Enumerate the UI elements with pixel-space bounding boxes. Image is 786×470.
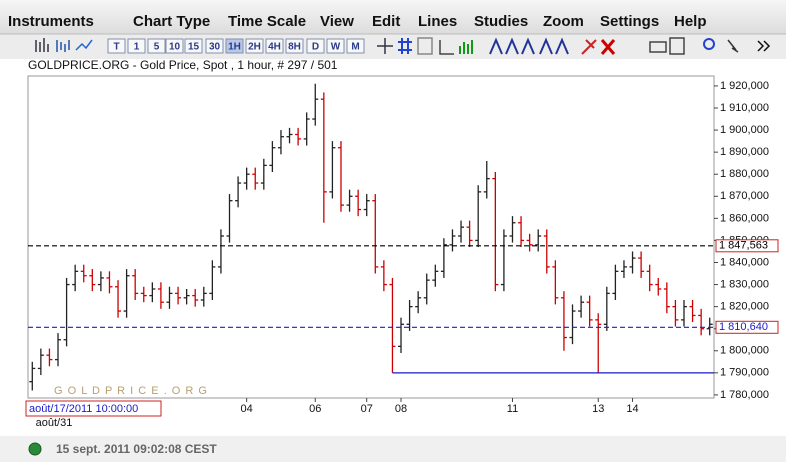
y-tick-label: 1 830,000 — [720, 278, 769, 290]
cursor-box — [25, 400, 162, 417]
x-tick-label: 07 — [361, 403, 373, 415]
y-tick-label: 1 790,000 — [720, 367, 769, 379]
icon-pointer[interactable] — [727, 39, 739, 53]
icon-candles[interactable] — [56, 40, 70, 52]
toolbar-icons — [35, 37, 771, 55]
y-tick-label: 1 800,000 — [720, 345, 769, 357]
chart-title: GOLDPRICE.ORG - Gold Price, Spot , 1 hou… — [28, 58, 338, 72]
timeframe-label[interactable]: 2H — [248, 42, 261, 53]
plot-area — [27, 75, 715, 399]
level-label: 1 847,563 — [719, 240, 768, 252]
timeframe-label[interactable]: T — [113, 42, 119, 53]
icon-print[interactable] — [649, 41, 667, 53]
timeframe-button[interactable] — [225, 38, 244, 54]
x-tick-label: 06 — [309, 403, 321, 415]
timeframe-button[interactable] — [285, 38, 304, 54]
timeframe-label[interactable]: 4H — [268, 42, 281, 53]
timeframe-label[interactable]: W — [331, 42, 341, 53]
menu-item[interactable]: Settings — [600, 13, 659, 30]
y-tick-label: 1 780,000 — [720, 389, 769, 401]
timeframe-label[interactable]: 15 — [188, 42, 200, 53]
timeframe-button[interactable] — [184, 38, 203, 54]
menu-item[interactable]: View — [320, 13, 354, 30]
menu-item[interactable]: Lines — [418, 13, 457, 30]
x-tick-label: 08 — [395, 403, 407, 415]
menu-item[interactable]: Zoom — [543, 13, 584, 30]
timeframe-button[interactable] — [306, 38, 325, 54]
y-tick-label: 1 880,000 — [720, 168, 769, 180]
timeframe-label[interactable]: 1H — [228, 42, 241, 53]
timeframe-label[interactable]: M — [351, 42, 359, 53]
level-label: 1 810,640 — [719, 321, 768, 333]
x-tick-label: 14 — [626, 403, 638, 415]
timeframe-button[interactable] — [147, 38, 166, 54]
y-tick-label: 1 910,000 — [720, 102, 769, 114]
timeframe-button[interactable] — [326, 38, 345, 54]
cursor-date: août/17/2011 10:00:00 — [29, 403, 138, 415]
timeframe-label[interactable]: 10 — [169, 42, 181, 53]
level-label-box — [715, 239, 779, 253]
watermark: G O L D P R I C E . O R G — [54, 385, 208, 397]
status-text: 15 sept. 2011 09:02:08 CEST — [56, 442, 217, 456]
status-bar — [0, 436, 786, 462]
icon-zoom[interactable] — [703, 38, 715, 50]
y-tick-label: 1 840,000 — [720, 256, 769, 268]
x-tick-label: 13 — [592, 403, 604, 415]
timeframe-button[interactable] — [107, 38, 126, 54]
icon-grid[interactable] — [398, 38, 412, 54]
level-label-box — [715, 320, 779, 334]
menu-bar — [0, 0, 786, 34]
menu-item[interactable]: Chart Type — [133, 13, 210, 30]
status-indicator — [28, 442, 42, 456]
y-tick-label: 1 890,000 — [720, 146, 769, 158]
icon-bars[interactable] — [35, 38, 49, 52]
timeframe-button[interactable] — [245, 38, 264, 54]
timeframe-button[interactable] — [205, 38, 224, 54]
menu-item[interactable]: Edit — [372, 13, 400, 30]
timeframe-button[interactable] — [165, 38, 184, 54]
timeframe-label[interactable]: 1 — [134, 42, 140, 53]
icon-crosshair[interactable] — [377, 38, 393, 54]
timeframe-button[interactable] — [127, 38, 146, 54]
icon-lines[interactable] — [489, 37, 569, 55]
icon-volume[interactable] — [459, 40, 473, 54]
icon-delete[interactable] — [600, 39, 616, 55]
timeframe-button[interactable] — [346, 38, 365, 54]
y-tick-label: 1 870,000 — [720, 190, 769, 202]
y-tick-label: 1 860,000 — [720, 212, 769, 224]
menu-item[interactable]: Time Scale — [228, 13, 306, 30]
y-tick-label: 1 900,000 — [720, 124, 769, 136]
icon-line-delete[interactable] — [581, 39, 597, 55]
icon-info[interactable] — [417, 37, 433, 55]
timeframe-label[interactable]: 30 — [209, 42, 221, 53]
timeframe-label[interactable]: D — [312, 42, 319, 53]
icon-preview[interactable] — [669, 37, 685, 55]
icon-axis[interactable] — [439, 40, 454, 55]
y-tick-label: 1 820,000 — [720, 301, 769, 313]
timeframe-button[interactable] — [265, 38, 284, 54]
y-tick-label: 1 920,000 — [720, 80, 769, 92]
menu-item[interactable]: Instruments — [8, 13, 94, 30]
timeframe-label[interactable]: 8H — [288, 42, 301, 53]
menu-item[interactable]: Help — [674, 13, 707, 30]
x-tick-label: 04 — [241, 403, 253, 415]
menu-item[interactable]: Studies — [474, 13, 528, 30]
start-date: août/31 — [36, 417, 73, 429]
timeframe-label[interactable]: 5 — [154, 42, 160, 53]
icon-line[interactable] — [75, 39, 93, 51]
x-tick-label: 11 — [507, 403, 518, 415]
icon-more[interactable] — [757, 40, 771, 52]
